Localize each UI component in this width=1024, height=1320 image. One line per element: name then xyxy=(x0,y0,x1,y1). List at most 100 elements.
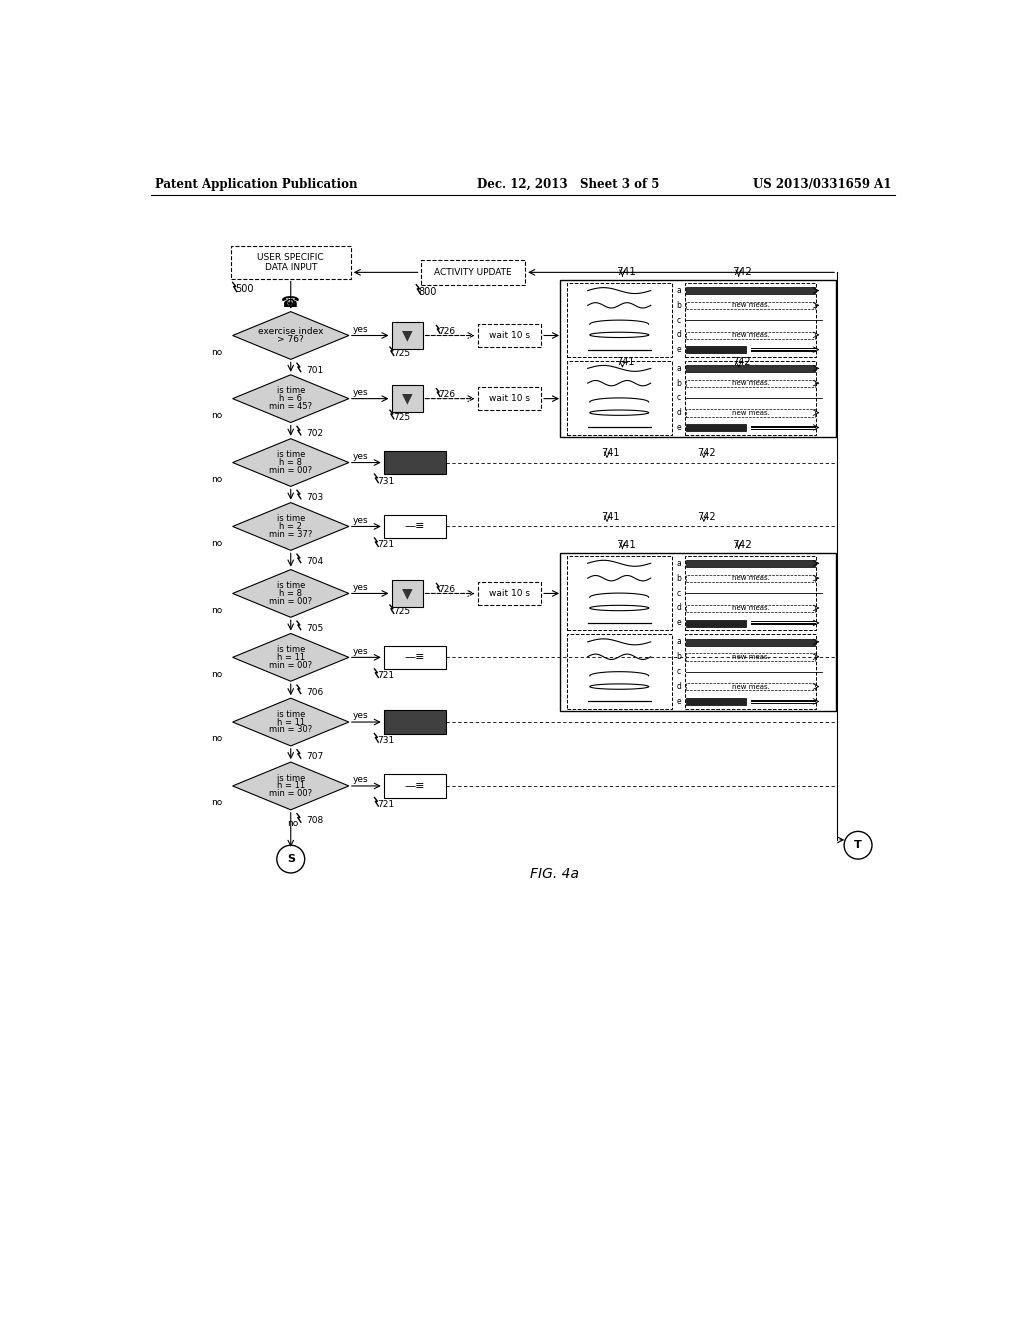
Bar xyxy=(686,288,815,294)
Text: 741: 741 xyxy=(601,512,620,523)
Polygon shape xyxy=(232,698,349,746)
Text: h = 11: h = 11 xyxy=(276,653,305,661)
Text: a: a xyxy=(676,364,681,372)
Bar xyxy=(686,302,815,309)
Text: no: no xyxy=(211,734,222,743)
Text: a: a xyxy=(676,286,681,296)
Text: 742: 742 xyxy=(732,356,752,367)
Bar xyxy=(384,515,445,539)
Text: 741: 741 xyxy=(616,356,635,367)
Text: new meas.: new meas. xyxy=(731,576,769,581)
Text: is time: is time xyxy=(276,581,305,590)
Bar xyxy=(566,635,672,709)
Bar xyxy=(685,284,816,356)
Text: —≡: —≡ xyxy=(404,781,425,791)
Bar xyxy=(477,582,541,605)
Bar xyxy=(384,710,445,734)
Text: new meas.: new meas. xyxy=(731,605,769,611)
Text: is time: is time xyxy=(276,450,305,459)
Circle shape xyxy=(276,845,305,873)
Text: exercise index: exercise index xyxy=(258,327,324,337)
Text: yes: yes xyxy=(352,325,369,334)
Text: 726: 726 xyxy=(438,327,455,337)
Text: is time: is time xyxy=(276,710,305,719)
Text: S: S xyxy=(287,854,295,865)
Text: yes: yes xyxy=(352,388,369,397)
Text: 726: 726 xyxy=(438,391,455,399)
Bar xyxy=(566,556,672,631)
Text: min = 00?: min = 00? xyxy=(269,597,312,606)
Text: is time: is time xyxy=(276,387,305,396)
Text: c: c xyxy=(676,315,681,325)
Text: new meas.: new meas. xyxy=(731,409,769,416)
Text: ▼: ▼ xyxy=(401,329,413,342)
Text: no: no xyxy=(211,606,222,615)
Text: 721: 721 xyxy=(378,672,394,680)
Circle shape xyxy=(844,832,872,859)
Bar xyxy=(685,556,816,631)
Text: c: c xyxy=(676,667,681,676)
Text: min = 37?: min = 37? xyxy=(269,529,312,539)
Bar xyxy=(566,360,672,434)
Text: —≡: —≡ xyxy=(404,521,425,532)
Text: new meas.: new meas. xyxy=(731,653,769,660)
Text: wait 10 s: wait 10 s xyxy=(488,331,529,341)
Bar xyxy=(384,451,445,474)
Text: 731: 731 xyxy=(378,737,395,744)
Polygon shape xyxy=(232,570,349,618)
Text: ▼: ▼ xyxy=(401,392,413,405)
Text: min = 00?: min = 00? xyxy=(269,660,312,669)
Polygon shape xyxy=(232,503,349,550)
Bar xyxy=(686,684,815,690)
Text: yes: yes xyxy=(352,516,369,525)
Text: h = 6: h = 6 xyxy=(280,395,302,403)
Text: 701: 701 xyxy=(306,366,324,375)
Text: d: d xyxy=(676,682,681,692)
Text: ACTIVITY UPDATE: ACTIVITY UPDATE xyxy=(434,268,512,277)
Text: is time: is time xyxy=(276,515,305,523)
Text: min = 00?: min = 00? xyxy=(269,466,312,475)
Text: 742: 742 xyxy=(697,512,716,523)
Text: no: no xyxy=(211,539,222,548)
Bar xyxy=(686,424,745,432)
Text: is time: is time xyxy=(276,774,305,783)
Text: Dec. 12, 2013   Sheet 3 of 5: Dec. 12, 2013 Sheet 3 of 5 xyxy=(477,178,659,190)
Text: —≡: —≡ xyxy=(404,652,425,663)
Text: 741: 741 xyxy=(616,268,636,277)
Text: 706: 706 xyxy=(306,688,324,697)
Text: e: e xyxy=(676,422,681,432)
Bar xyxy=(686,653,815,660)
Bar xyxy=(391,385,423,412)
Text: 704: 704 xyxy=(306,557,324,565)
Bar xyxy=(560,553,836,711)
Bar xyxy=(686,639,815,645)
Text: no: no xyxy=(287,820,298,828)
Polygon shape xyxy=(232,375,349,422)
Text: ▼: ▼ xyxy=(401,586,413,601)
Text: yes: yes xyxy=(352,775,369,784)
Bar xyxy=(686,560,815,568)
Text: d: d xyxy=(676,330,681,339)
Text: new meas.: new meas. xyxy=(731,380,769,387)
Text: FIG. 4a: FIG. 4a xyxy=(529,867,579,882)
Bar xyxy=(685,360,816,434)
Text: b: b xyxy=(676,301,681,310)
Text: T: T xyxy=(854,841,862,850)
Text: h = 2: h = 2 xyxy=(280,521,302,531)
Text: 703: 703 xyxy=(306,492,324,502)
Bar xyxy=(391,579,423,607)
Bar xyxy=(560,280,836,437)
Text: > 76?: > 76? xyxy=(278,335,304,343)
Text: 721: 721 xyxy=(378,540,394,549)
Text: a: a xyxy=(676,558,681,568)
Bar xyxy=(686,576,815,582)
Text: c: c xyxy=(676,393,681,403)
Bar xyxy=(686,619,745,627)
Text: a: a xyxy=(676,638,681,647)
Text: b: b xyxy=(676,652,681,661)
Bar xyxy=(566,284,672,356)
Bar xyxy=(230,247,351,279)
Polygon shape xyxy=(232,762,349,810)
Text: c: c xyxy=(676,589,681,598)
Bar xyxy=(686,380,815,387)
